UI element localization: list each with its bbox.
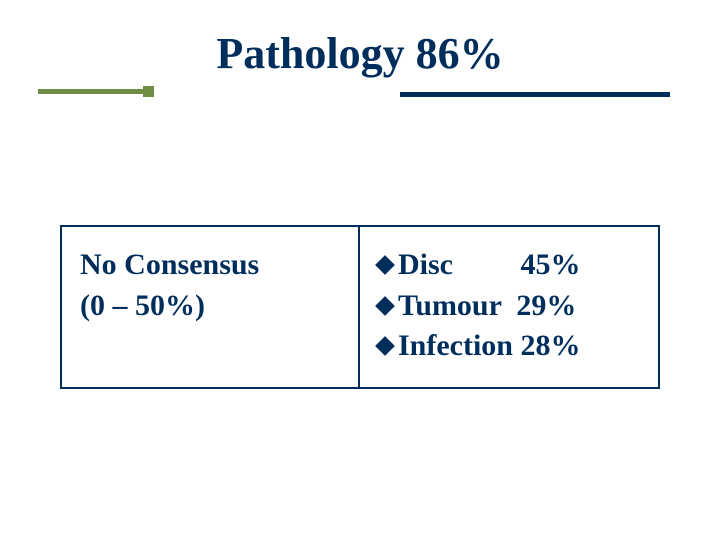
- content-table: No Consensus (0 – 50%) Disc 45% Tumour 2…: [60, 225, 660, 389]
- list-item: Infection 28%: [378, 326, 642, 367]
- item-tumour: Tumour 29%: [398, 286, 576, 327]
- list-item: Disc 45%: [378, 245, 642, 286]
- item-infection: Infection 28%: [398, 326, 581, 367]
- accent-bar-left: [38, 89, 144, 94]
- diamond-bullet-icon: [375, 296, 395, 316]
- table-cell-right: Disc 45% Tumour 29% Infection 28%: [360, 227, 658, 387]
- diamond-bullet-icon: [375, 336, 395, 356]
- no-consensus-line1: No Consensus: [80, 245, 342, 286]
- list-item: Tumour 29%: [378, 286, 642, 327]
- no-consensus-line2: (0 – 50%): [80, 286, 342, 327]
- title-underline: [400, 92, 670, 97]
- title-area: Pathology 86%: [0, 28, 720, 79]
- table-cell-left: No Consensus (0 – 50%): [62, 227, 360, 387]
- page-title: Pathology 86%: [0, 28, 720, 79]
- diamond-bullet-icon: [375, 255, 395, 275]
- item-disc: Disc 45%: [398, 245, 581, 286]
